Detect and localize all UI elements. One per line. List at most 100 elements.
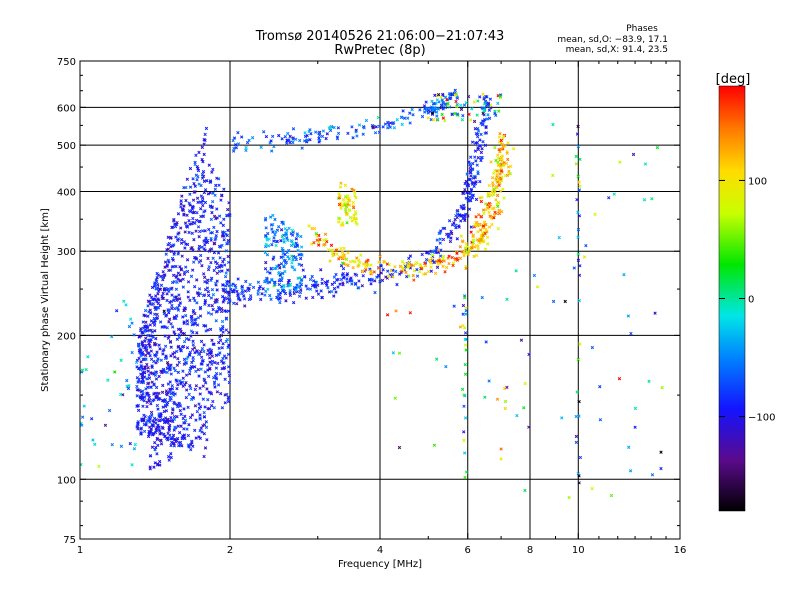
data-point bbox=[153, 354, 158, 358]
data-point bbox=[149, 357, 154, 361]
data-point bbox=[170, 325, 175, 329]
data-point bbox=[272, 266, 277, 271]
data-point bbox=[217, 244, 222, 248]
data-point bbox=[266, 287, 270, 291]
data-point bbox=[133, 442, 137, 447]
data-point bbox=[221, 342, 225, 346]
data-point bbox=[155, 426, 159, 430]
data-point bbox=[475, 113, 479, 117]
data-point bbox=[266, 244, 271, 248]
data-point bbox=[263, 218, 268, 222]
data-point bbox=[163, 260, 168, 264]
data-point bbox=[250, 136, 255, 140]
data-point bbox=[178, 297, 182, 301]
data-point bbox=[172, 280, 176, 284]
data-point bbox=[320, 134, 325, 139]
data-point bbox=[471, 233, 476, 237]
data-point bbox=[332, 125, 336, 130]
data-point bbox=[200, 229, 205, 233]
data-point bbox=[143, 314, 147, 318]
data-point bbox=[223, 377, 227, 381]
data-point bbox=[183, 361, 188, 365]
data-point bbox=[161, 367, 165, 372]
data-point bbox=[232, 146, 236, 151]
data-point bbox=[381, 268, 385, 272]
data-point bbox=[584, 243, 588, 248]
data-point bbox=[187, 353, 192, 357]
data-point bbox=[147, 395, 151, 400]
data-point bbox=[167, 289, 171, 293]
data-point bbox=[179, 241, 184, 245]
data-point bbox=[332, 286, 337, 291]
data-point bbox=[491, 181, 495, 185]
data-point bbox=[224, 309, 228, 314]
data-point bbox=[264, 260, 268, 265]
data-point bbox=[498, 150, 502, 154]
data-point bbox=[377, 260, 381, 264]
data-point bbox=[350, 125, 354, 129]
data-point bbox=[451, 263, 455, 268]
data-point bbox=[191, 198, 196, 202]
data-point bbox=[216, 251, 221, 255]
data-point bbox=[352, 213, 356, 217]
data-point bbox=[269, 266, 273, 271]
data-point bbox=[377, 130, 382, 134]
data-point bbox=[210, 205, 215, 209]
data-point bbox=[155, 436, 159, 441]
data-point bbox=[448, 93, 452, 97]
data-point bbox=[659, 466, 663, 471]
data-point bbox=[206, 328, 210, 332]
data-point bbox=[200, 245, 204, 249]
data-point bbox=[194, 229, 198, 233]
data-point bbox=[343, 183, 348, 187]
data-point bbox=[496, 153, 500, 157]
data-point bbox=[135, 394, 139, 398]
data-point bbox=[249, 294, 253, 298]
data-point bbox=[141, 320, 145, 324]
data-point bbox=[384, 275, 388, 279]
data-point bbox=[177, 335, 181, 340]
data-point bbox=[200, 347, 205, 351]
data-point bbox=[607, 196, 611, 200]
data-point bbox=[321, 129, 326, 133]
data-point bbox=[149, 410, 154, 415]
data-point bbox=[439, 103, 444, 107]
data-point bbox=[193, 321, 197, 326]
data-point bbox=[485, 117, 489, 121]
data-point bbox=[135, 365, 139, 369]
data-point bbox=[422, 104, 427, 108]
data-point bbox=[346, 200, 350, 205]
data-point bbox=[447, 254, 451, 258]
data-point bbox=[163, 370, 167, 374]
data-point bbox=[159, 358, 163, 362]
data-point bbox=[491, 183, 495, 188]
data-point bbox=[482, 102, 487, 106]
data-point bbox=[155, 276, 159, 280]
data-point bbox=[184, 265, 188, 269]
data-point bbox=[551, 122, 555, 127]
data-point bbox=[476, 224, 480, 228]
data-point bbox=[464, 242, 469, 246]
data-point bbox=[195, 323, 200, 327]
data-point bbox=[226, 309, 231, 313]
data-point bbox=[458, 245, 462, 249]
data-point bbox=[459, 234, 463, 238]
data-point bbox=[373, 279, 377, 283]
data-point bbox=[481, 224, 486, 228]
data-point bbox=[183, 230, 187, 234]
data-point bbox=[235, 289, 239, 294]
data-point bbox=[139, 353, 143, 358]
data-point bbox=[222, 230, 227, 234]
data-point bbox=[176, 238, 180, 242]
data-point bbox=[280, 271, 285, 276]
data-point bbox=[395, 118, 399, 122]
data-point bbox=[196, 200, 200, 205]
data-point bbox=[299, 252, 303, 256]
data-point bbox=[137, 377, 141, 381]
data-point bbox=[140, 365, 144, 369]
data-point bbox=[502, 196, 506, 200]
data-point bbox=[500, 175, 504, 179]
data-point bbox=[141, 377, 145, 382]
data-point bbox=[106, 378, 110, 382]
data-point bbox=[430, 99, 434, 103]
